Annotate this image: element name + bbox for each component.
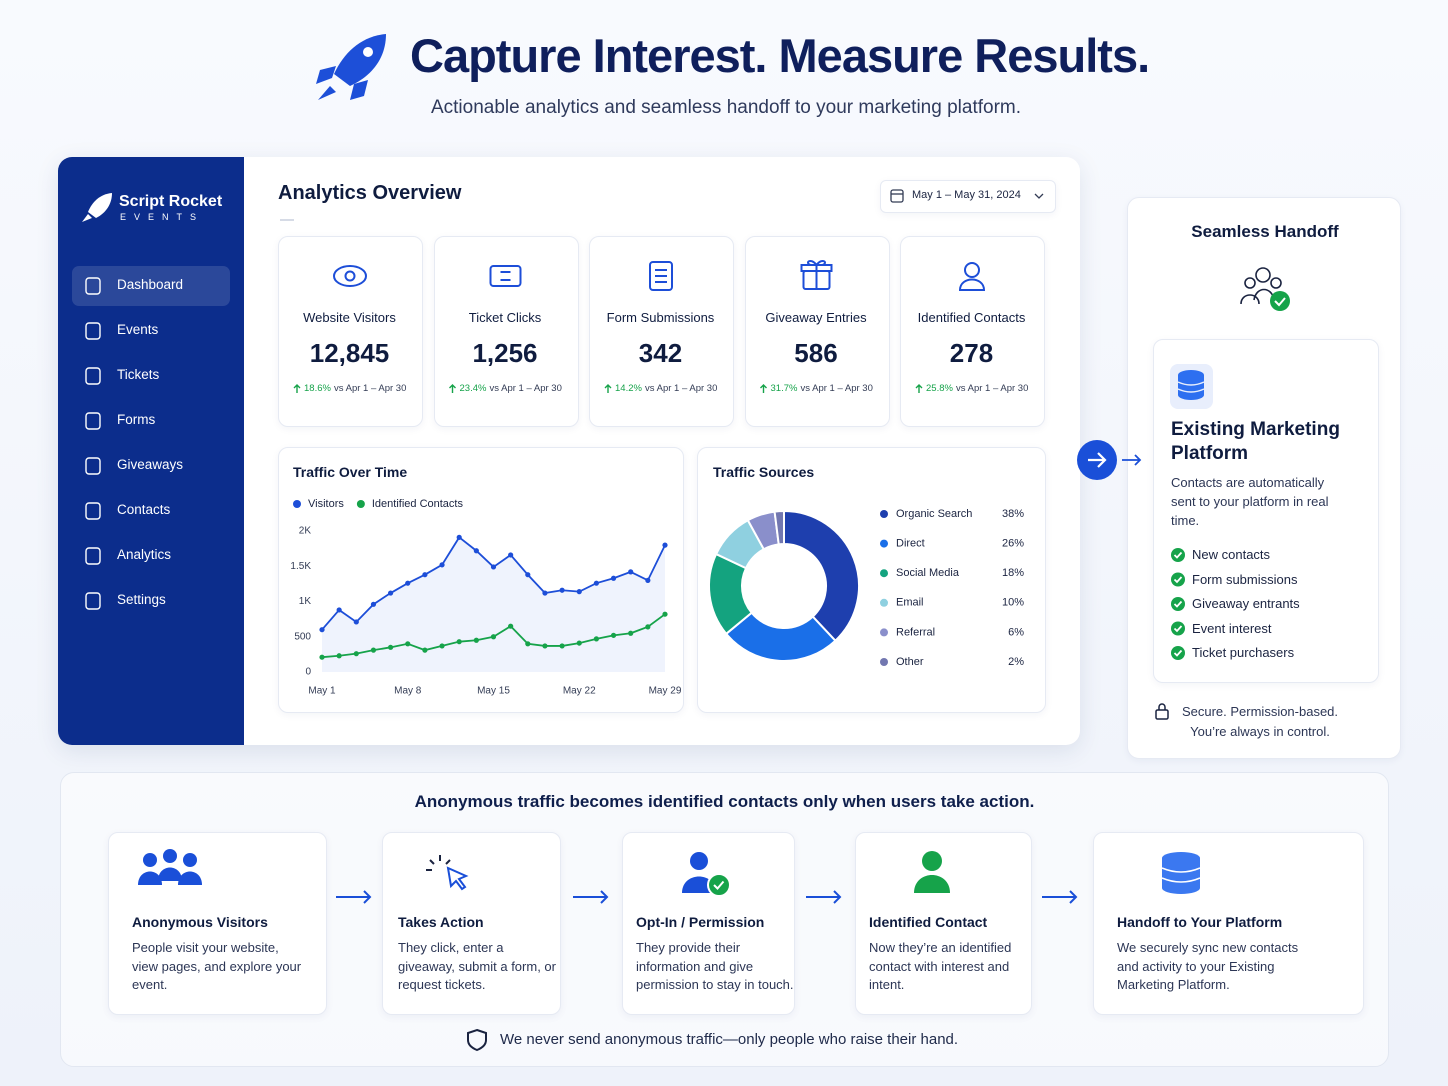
page-title: Capture Interest. Measure Results. <box>410 29 1150 82</box>
kpi-card <box>589 236 734 427</box>
line-card <box>278 447 684 713</box>
icon-bg <box>1170 364 1213 409</box>
nav-item[interactable]: Forms <box>117 412 156 427</box>
platform-desc: Contacts are automatically sent to your … <box>1171 475 1329 528</box>
step-text: They click, enter a giveaway, submit a f… <box>398 940 556 992</box>
kpi-value: 1,256 <box>472 338 538 368</box>
flow-title: Anonymous traffic becomes identified con… <box>414 792 1035 811</box>
date-picker[interactable] <box>880 180 1056 213</box>
kpi-change: 25.8% <box>926 383 953 394</box>
nav-item[interactable]: Tickets <box>117 367 160 382</box>
step-title: Opt-In / Permission <box>636 914 765 930</box>
kpi-card <box>433 236 579 427</box>
step-title: Takes Action <box>398 914 484 930</box>
kpi-value: 12,845 <box>309 338 390 368</box>
kpi-compare: vs Apr 1 – Apr 30 <box>800 383 873 394</box>
handoff-footer: Secure. Permission-based. You’re always … <box>1181 704 1339 739</box>
step-card <box>1093 832 1364 1015</box>
overview-title: Analytics Overview <box>278 182 462 204</box>
step-text: People visit your website, view pages, a… <box>132 940 302 992</box>
handoff-item: Giveaway entrants <box>1192 596 1300 611</box>
handoff-item: New contacts <box>1192 547 1271 562</box>
step-card <box>382 832 561 1015</box>
kpi-value: 586 <box>794 338 838 368</box>
nav-item[interactable]: Dashboard <box>117 277 184 292</box>
nav-item[interactable]: Events <box>117 322 159 337</box>
handoff-item: Form submissions <box>1192 571 1298 587</box>
kpi-compare: vs Apr 1 – Apr 30 <box>645 383 718 394</box>
rocket-icon <box>316 34 386 100</box>
step-text: They provide their information and give … <box>636 940 794 992</box>
nav-item[interactable]: Giveaways <box>117 457 184 472</box>
kpi-value: 278 <box>949 338 994 368</box>
step-title: Identified Contact <box>869 914 988 930</box>
brand: Script Rocket <box>119 193 223 210</box>
kpi-label: Website Visitors <box>303 310 396 325</box>
step-text: We securely sync new contacts and activi… <box>1117 940 1299 992</box>
nav-item[interactable]: Settings <box>117 592 166 607</box>
title-rule <box>280 219 294 221</box>
step-card <box>622 832 795 1015</box>
chart-title: Traffic Over Time <box>293 464 408 480</box>
step-text: Now they’re an identified contact with i… <box>869 940 1012 992</box>
flow-footer: We never send anonymous traffic—only peo… <box>500 1031 959 1048</box>
handoff-item: Ticket purchasers <box>1192 645 1295 660</box>
kpi-compare: vs Apr 1 – Apr 30 <box>956 383 1029 394</box>
kpi-compare: vs Apr 1 – Apr 30 <box>334 383 407 394</box>
brand-sub: EVENTS <box>120 212 205 222</box>
kpi-label: Form Submissions <box>606 310 715 325</box>
kpi-label: Identified Contacts <box>917 310 1026 325</box>
kpi-change: 31.7% <box>770 383 798 394</box>
handoff-title: Seamless Handoff <box>1191 222 1339 241</box>
sidebar <box>58 157 244 745</box>
kpi-change: 18.6% <box>304 383 331 394</box>
handoff-item: Event interest <box>1192 620 1272 636</box>
kpi-change: 23.4% <box>459 383 487 394</box>
kpi-value: 342 <box>638 338 683 368</box>
chart-title: Traffic Sources <box>713 464 815 480</box>
step-card <box>855 832 1032 1015</box>
kpi-label: Giveaway Entries <box>765 310 867 325</box>
kpi-label: Ticket Clicks <box>468 310 542 325</box>
date-range: May 1 – May 31, 2024 <box>912 189 1021 201</box>
step-title: Anonymous Visitors <box>132 914 268 930</box>
kpi-card <box>278 236 423 427</box>
nav-item[interactable]: Contacts <box>117 502 171 517</box>
kpi-card <box>744 236 890 427</box>
kpi-compare: vs Apr 1 – Apr 30 <box>489 383 562 394</box>
step-title: Handoff to Your Platform <box>1117 914 1283 930</box>
nav-item[interactable]: Analytics <box>117 547 172 562</box>
pie-card <box>697 447 1046 713</box>
kpi-card <box>900 236 1045 427</box>
kpi-change: 14.2% <box>615 383 642 394</box>
platform-title: Existing Marketing Platform <box>1171 419 1340 464</box>
page-subtitle: Actionable analytics and seamless handof… <box>430 97 1022 118</box>
